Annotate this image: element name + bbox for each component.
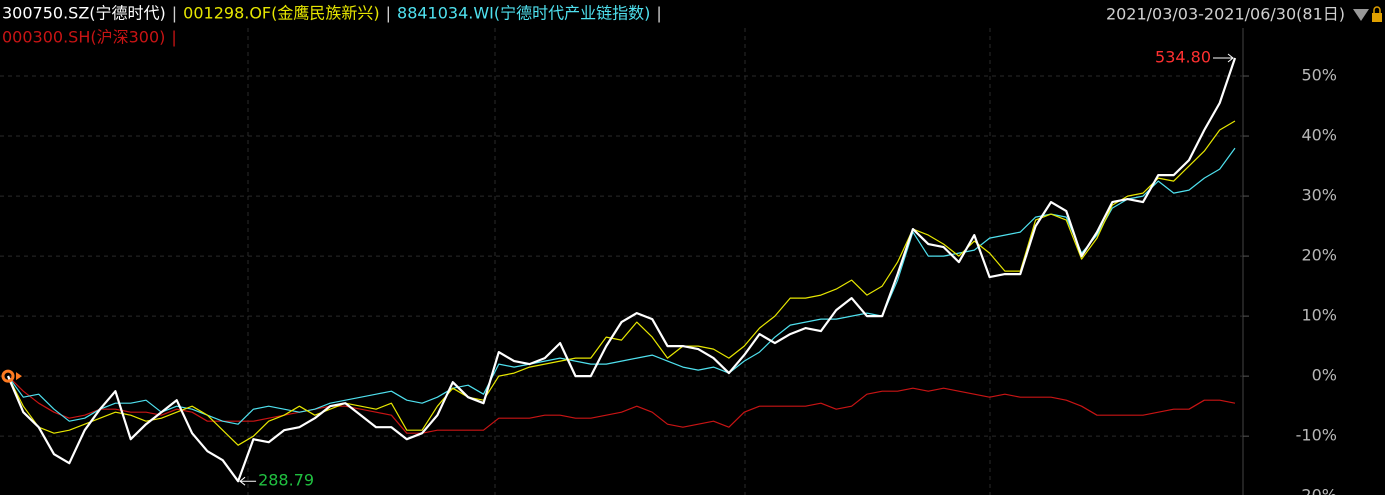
lock-shackle — [1373, 6, 1381, 13]
y-tick-label: 50% — [1301, 66, 1337, 85]
min-label: 288.79 — [258, 471, 314, 490]
start-arrow — [16, 372, 22, 381]
y-tick-label: 20% — [1301, 246, 1337, 265]
y-tick-label: 10% — [1301, 306, 1337, 325]
series-line — [7, 120, 1236, 446]
annotation-arrowhead — [1227, 53, 1234, 63]
legend-separator: | — [386, 4, 391, 23]
date-range: 2021/03/03-2021/06/30(81日) — [1106, 5, 1345, 24]
y-tick-label: 40% — [1301, 126, 1337, 145]
legend-entry: 8841034.WI(宁德时代产业链指数) — [397, 4, 650, 23]
start-marker — [1, 369, 15, 383]
series-line — [7, 375, 1236, 434]
dropdown-icon[interactable] — [1353, 9, 1369, 21]
max-label: 534.80 — [1155, 48, 1211, 67]
legend-separator: | — [171, 28, 176, 47]
legend-separator: | — [172, 4, 177, 23]
y-tick-label: -20% — [1296, 486, 1337, 495]
y-tick-label: 30% — [1301, 186, 1337, 205]
legend-entry: 300750.SZ(宁德时代) — [2, 4, 166, 23]
y-tick-label: -10% — [1296, 426, 1337, 445]
lock-icon[interactable] — [1372, 13, 1382, 22]
series-line — [6, 57, 1237, 483]
legend-separator: | — [656, 4, 661, 23]
annotation-arrowhead — [239, 476, 246, 486]
series-line — [7, 147, 1236, 425]
legend-entry: 000300.SH(沪深300) — [2, 28, 165, 47]
y-tick-label: 0% — [1312, 366, 1337, 385]
legend-entry: 001298.OF(金鹰民族新兴) — [183, 4, 379, 23]
